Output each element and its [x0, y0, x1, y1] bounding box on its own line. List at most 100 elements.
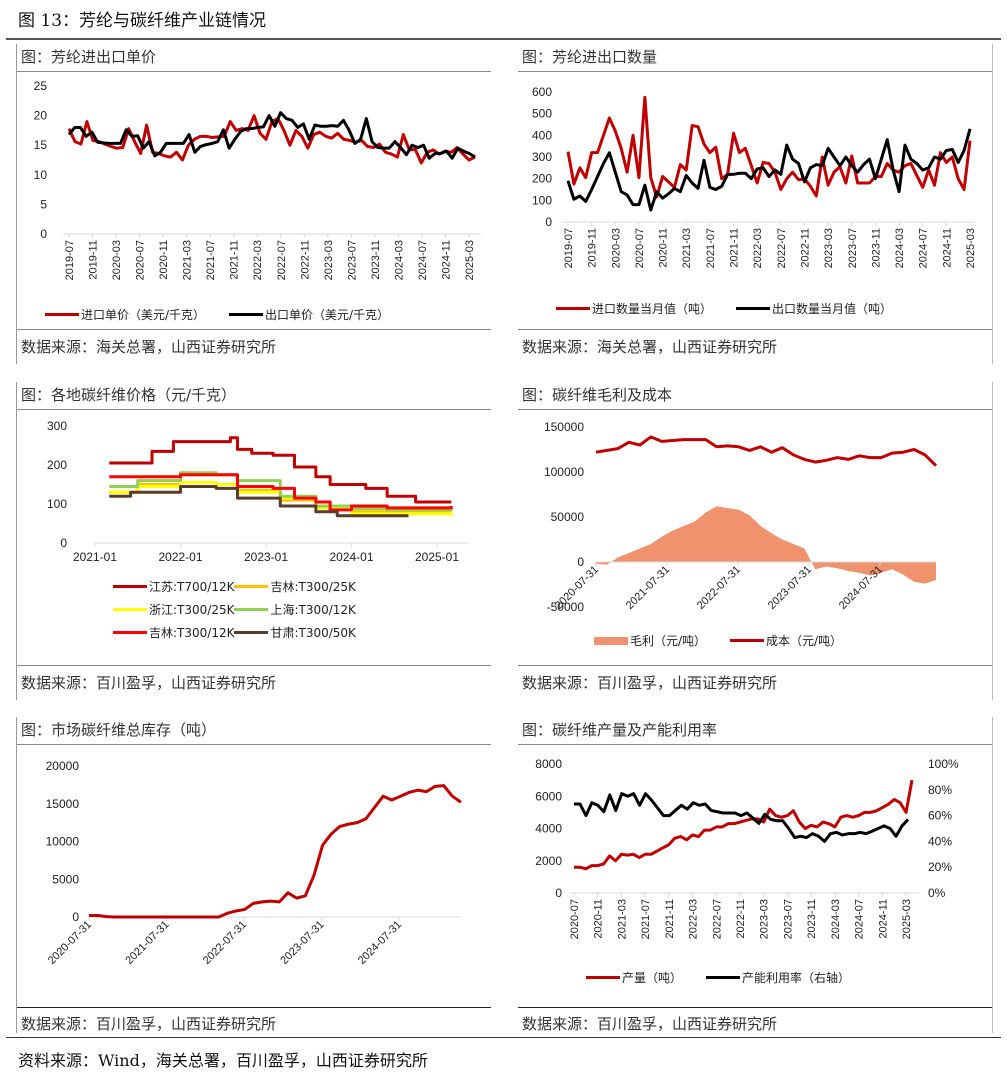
svg-text:2025-03: 2025-03	[965, 228, 977, 268]
divider	[518, 71, 992, 72]
svg-text:20: 20	[34, 109, 48, 123]
svg-text:200: 200	[532, 172, 552, 186]
chart-aramid-volume: 0 100 200 300 400 500 600 2019-07 2019-11 2020-03…	[532, 85, 977, 268]
bottom-rule	[6, 1037, 1001, 1038]
chart-aramid-unit-price: 0 5 10 15 20 25 2019-07 2019-11 2020-03 2020-07 20…	[34, 79, 481, 280]
divider	[17, 665, 491, 666]
svg-text:500: 500	[532, 107, 552, 121]
divider	[17, 329, 491, 330]
chart-legend: 毛利（元/吨） 成本（元/吨）	[594, 632, 842, 649]
figure-title: 图 13：芳纶与碳纤维产业链情况	[18, 11, 267, 31]
legend-item: 吉林:T300/25K	[234, 578, 356, 595]
svg-text:600: 600	[532, 85, 552, 99]
svg-text:2021-07-31: 2021-07-31	[624, 564, 672, 612]
svg-text:2024-11: 2024-11	[877, 899, 889, 939]
svg-text:5000: 5000	[52, 872, 79, 886]
legend-item: 上海:T300/12K	[234, 601, 356, 618]
svg-text:2019-11: 2019-11	[88, 240, 100, 280]
svg-text:15000: 15000	[46, 797, 80, 811]
divider	[518, 665, 992, 666]
data-source: 数据来源：百川盈孚，山西证券研究所	[522, 1015, 778, 1033]
svg-text:2024-03: 2024-03	[894, 228, 906, 268]
svg-text:2024-11: 2024-11	[440, 240, 452, 280]
legend-item: 江苏:T700/12K	[113, 578, 234, 595]
svg-text:2019-07: 2019-07	[64, 240, 76, 280]
svg-text:2024-03: 2024-03	[830, 899, 842, 939]
svg-text:150000: 150000	[544, 420, 584, 434]
svg-text:5: 5	[40, 197, 47, 211]
svg-text:25: 25	[34, 79, 48, 93]
svg-text:2024-07: 2024-07	[417, 240, 429, 280]
svg-text:300: 300	[47, 419, 67, 433]
panel-title: 图：市场碳纤维总库存（吨）	[21, 721, 217, 739]
svg-text:100000: 100000	[544, 465, 584, 479]
svg-text:0: 0	[577, 555, 584, 569]
data-source: 数据来源：海关总署，山西证券研究所	[21, 338, 277, 356]
panel-cf-output-utilization: 图：碳纤维产量及产能利用率 0 2000 4000 6000 8000 0% 20% 40% 6…	[518, 717, 993, 1033]
svg-text:2020-03: 2020-03	[111, 240, 123, 280]
divider	[518, 329, 992, 330]
divider	[518, 1007, 992, 1008]
svg-text:20000: 20000	[46, 759, 80, 773]
svg-text:2020-11: 2020-11	[158, 240, 170, 280]
svg-text:60%: 60%	[928, 809, 952, 823]
divider	[17, 744, 491, 745]
svg-text:50000: 50000	[551, 510, 585, 524]
data-source: 数据来源：百川盈孚，山西证券研究所	[21, 674, 277, 692]
svg-text:2020-11: 2020-11	[658, 228, 670, 268]
svg-text:2023-11: 2023-11	[370, 240, 382, 280]
svg-text:15: 15	[34, 138, 48, 152]
svg-text:0: 0	[555, 886, 562, 900]
legend-item: 进口数量当月值（吨）	[556, 300, 712, 317]
svg-text:2024-01: 2024-01	[329, 550, 373, 564]
svg-text:2022-03: 2022-03	[252, 240, 264, 280]
svg-text:2022-07: 2022-07	[276, 240, 288, 280]
data-source: 数据来源：海关总署，山西证券研究所	[522, 338, 778, 356]
legend-item: 甘肃:T300/50K	[234, 624, 356, 641]
svg-text:2023-01: 2023-01	[244, 550, 288, 564]
svg-text:2022-11: 2022-11	[799, 228, 811, 268]
legend-item: 毛利（元/吨）	[594, 632, 706, 649]
svg-text:2024-03: 2024-03	[393, 240, 405, 280]
svg-text:2022-07: 2022-07	[711, 899, 723, 939]
svg-text:2025-03: 2025-03	[464, 240, 476, 280]
chart-legend: 江苏:T700/12K 吉林:T300/25K 浙江:T300/25K 上海:T…	[113, 578, 356, 641]
svg-text:2022-07-31: 2022-07-31	[695, 564, 743, 612]
legend-item: 吉林:T300/12K	[113, 624, 234, 641]
legend-item: 出口单价（美元/千克）	[229, 306, 389, 323]
panel-cf-regional-price: 图：各地碳纤维价格（元/千克） 0 100 200 300 2021-01 2022-01…	[16, 382, 491, 700]
svg-text:2022-11: 2022-11	[299, 240, 311, 280]
svg-text:2024-11: 2024-11	[941, 228, 953, 268]
divider	[17, 1007, 491, 1008]
svg-text:100: 100	[532, 193, 552, 207]
svg-text:2019-11: 2019-11	[587, 228, 599, 268]
figure-footer-source: 资料来源：Wind，海关总署，百川盈孚，山西证券研究所	[18, 1051, 428, 1070]
svg-text:2021-07: 2021-07	[640, 899, 652, 939]
svg-text:2019-07: 2019-07	[563, 228, 575, 268]
divider	[17, 71, 491, 72]
divider	[518, 744, 992, 745]
svg-text:2022-11: 2022-11	[735, 899, 747, 939]
legend-item: 浙江:T300/25K	[113, 601, 234, 618]
svg-text:100: 100	[47, 497, 67, 511]
panel-title: 图：芳纶进出口单价	[21, 48, 157, 66]
svg-text:100%: 100%	[928, 757, 959, 771]
panel-cf-inventory: 图：市场碳纤维总库存（吨） 0 5000 10000 15000 20000 2020-0…	[16, 717, 491, 1033]
svg-text:2024-07: 2024-07	[918, 228, 930, 268]
svg-text:300: 300	[532, 150, 552, 164]
chart-legend: 进口单价（美元/千克） 出口单价（美元/千克）	[45, 306, 389, 323]
svg-text:0: 0	[545, 215, 552, 229]
svg-text:2021-11: 2021-11	[664, 899, 676, 939]
panel-title: 图：各地碳纤维价格（元/千克）	[21, 386, 237, 404]
svg-text:2023-03: 2023-03	[823, 228, 835, 268]
legend-item: 产能利用率（右轴）	[706, 969, 850, 986]
svg-text:2021-07-31: 2021-07-31	[123, 919, 171, 967]
svg-text:2022-07: 2022-07	[776, 228, 788, 268]
panel-aramid-unit-price: 图：芳纶进出口单价 0 5 10 15 20 25 2019-07 2019-11 2020-0…	[16, 44, 491, 364]
svg-text:2023-07: 2023-07	[346, 240, 358, 280]
svg-text:6000: 6000	[535, 789, 562, 803]
svg-text:-50000: -50000	[547, 600, 585, 614]
svg-text:2023-03: 2023-03	[759, 899, 771, 939]
svg-text:200: 200	[47, 458, 67, 472]
